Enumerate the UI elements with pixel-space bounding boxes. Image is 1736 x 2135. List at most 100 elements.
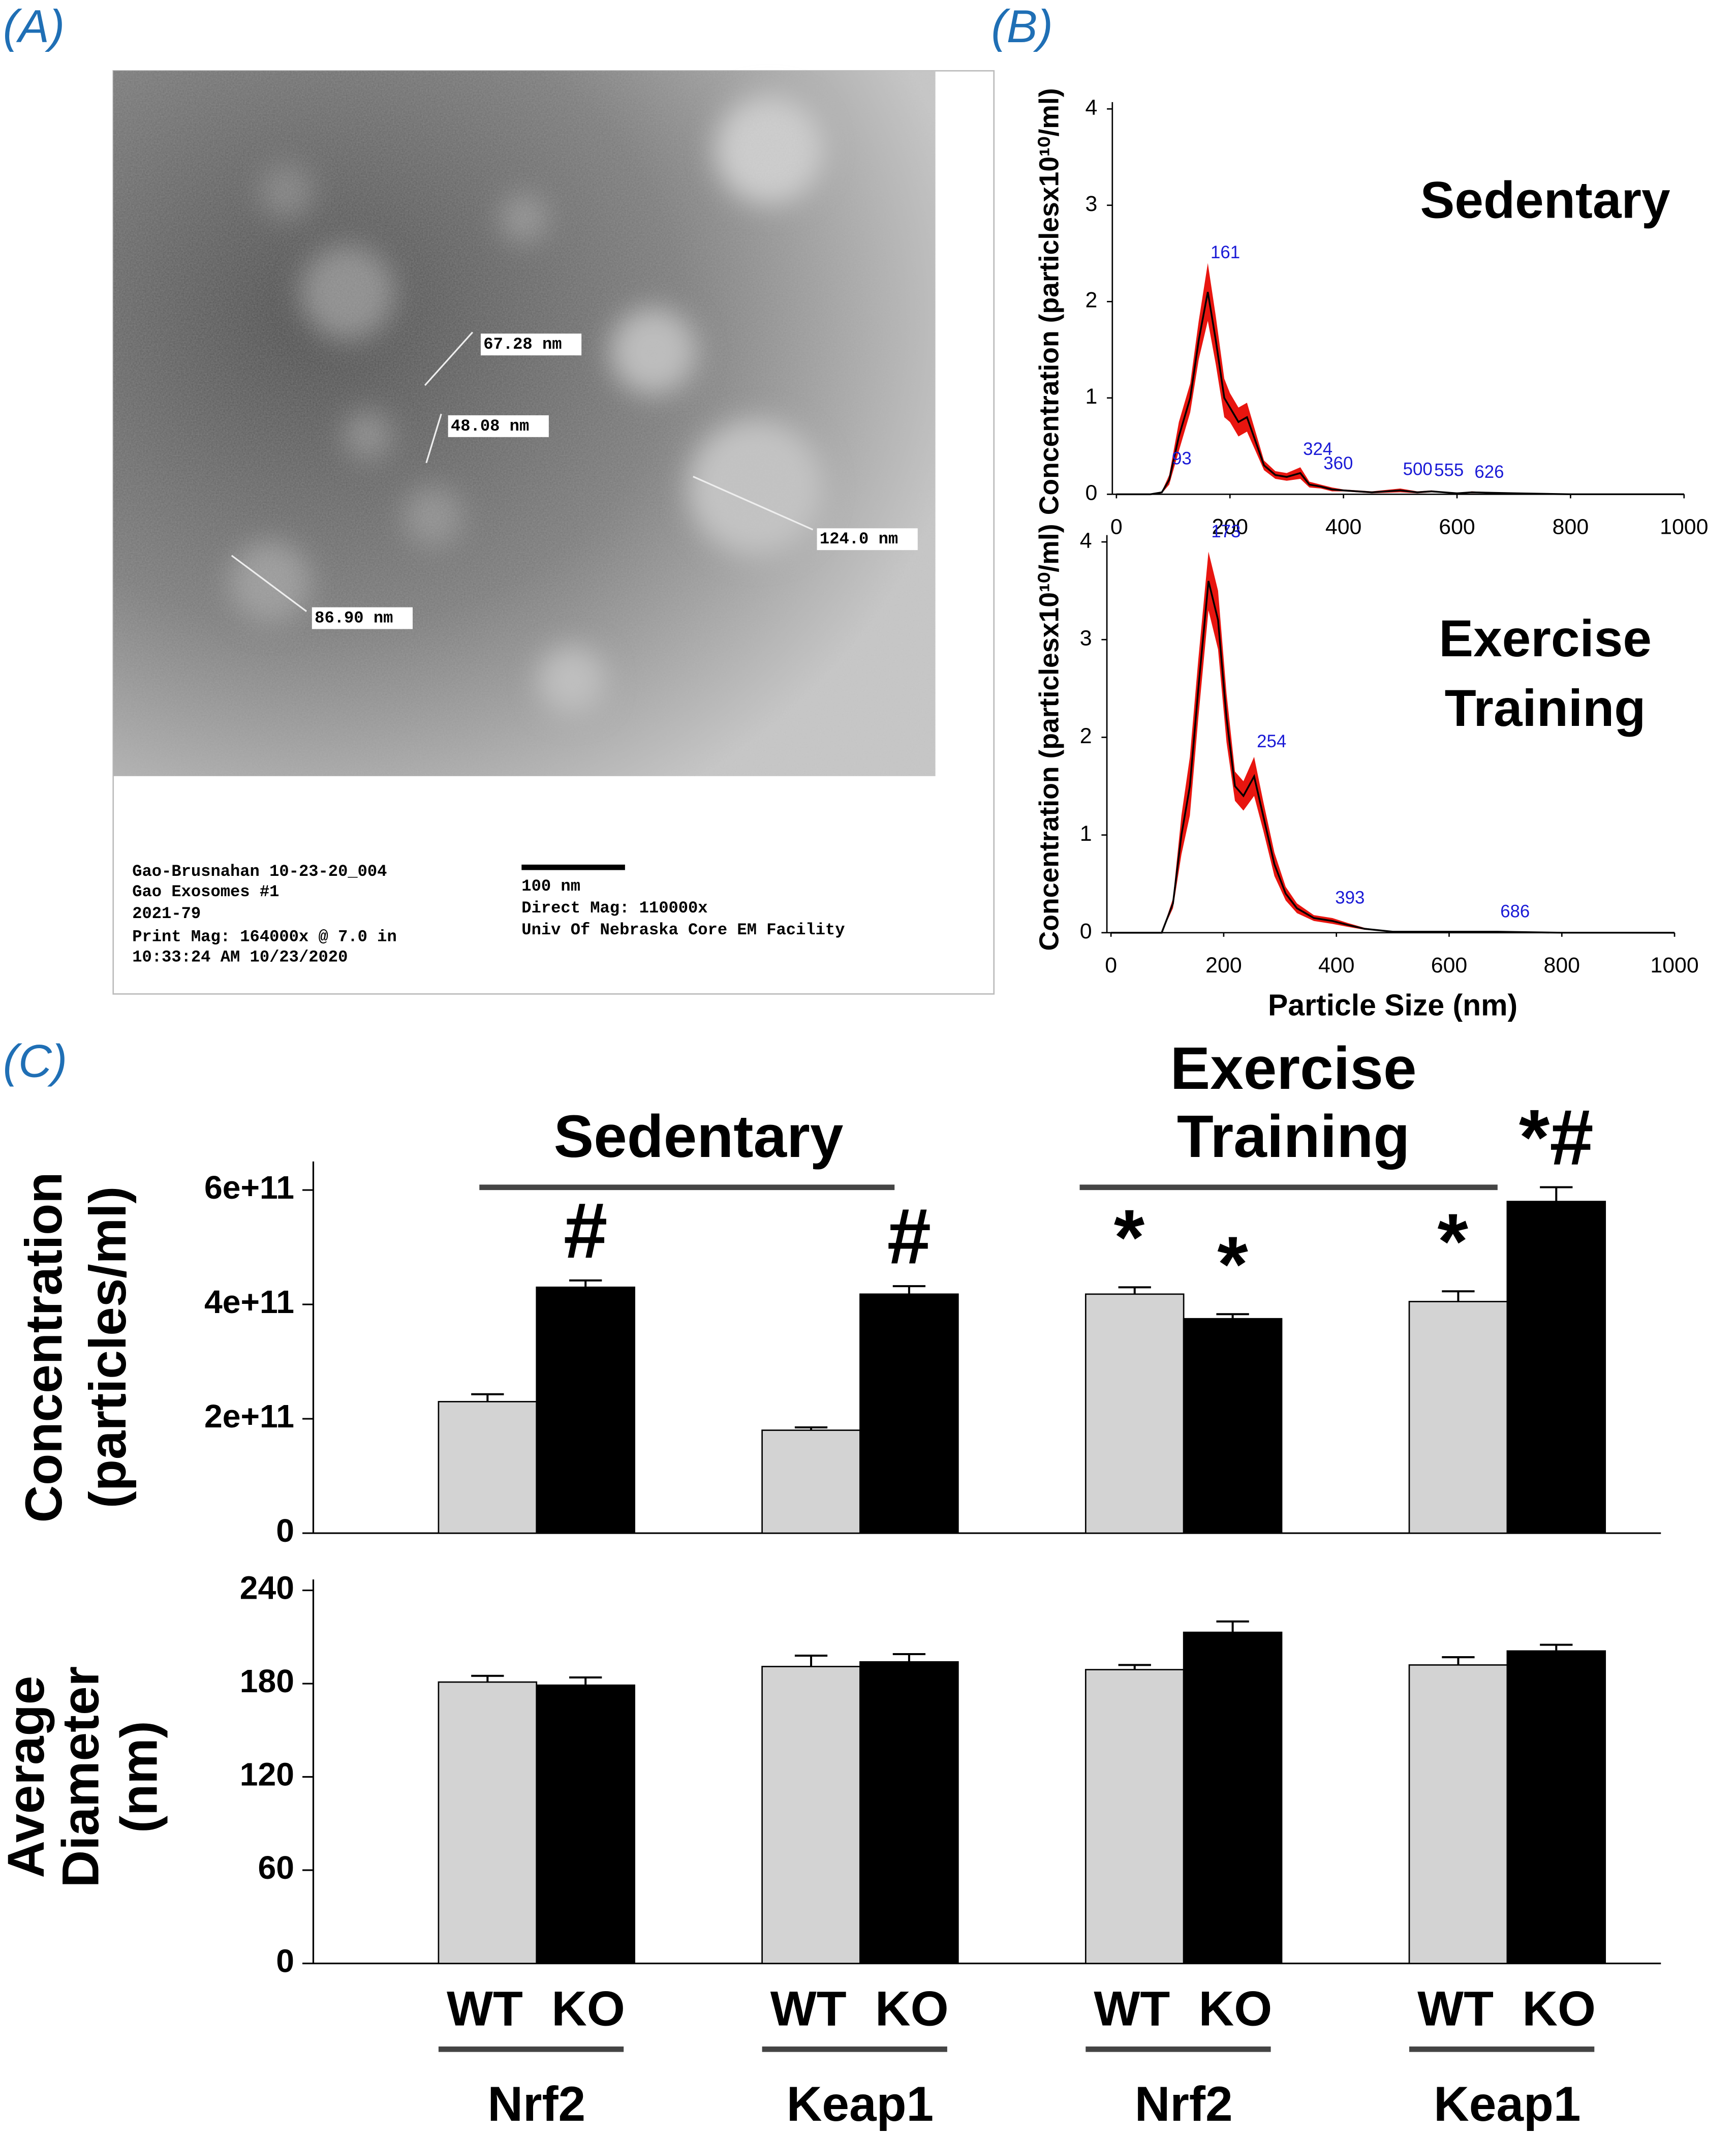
caption: 100 nm bbox=[521, 877, 580, 896]
error-bar bbox=[471, 1674, 504, 1682]
bar bbox=[859, 1293, 959, 1534]
bar bbox=[1506, 1650, 1606, 1964]
error-bar bbox=[794, 1426, 828, 1430]
peak-label: 324 bbox=[1303, 439, 1332, 459]
error-bar bbox=[1216, 1620, 1249, 1633]
significance-mark: * bbox=[1114, 1193, 1145, 1282]
y-tick-label: 2e+11 bbox=[204, 1398, 294, 1435]
measurement: 67.28 nm bbox=[483, 335, 562, 354]
y-tick-label: 0 bbox=[1080, 919, 1092, 943]
bar bbox=[1084, 1669, 1185, 1964]
significance-mark: *# bbox=[1519, 1093, 1594, 1181]
y-tick-label: 4 bbox=[1086, 96, 1098, 120]
error-bar bbox=[1118, 1286, 1151, 1294]
bar bbox=[1506, 1201, 1606, 1534]
y-tick-label: 4 bbox=[1080, 528, 1092, 553]
peak-label: 161 bbox=[1211, 242, 1240, 262]
measurement: 86.90 nm bbox=[315, 609, 393, 628]
y-tick-label: 2 bbox=[1086, 288, 1098, 313]
x-tick-label: 200 bbox=[1205, 953, 1242, 978]
caption: Direct Mag: 110000x bbox=[521, 899, 707, 918]
peak-label: 626 bbox=[1474, 462, 1504, 482]
legend-label: KO bbox=[551, 1981, 625, 2036]
y-tick-label: 240 bbox=[240, 1570, 294, 1606]
x-tick-label: 600 bbox=[1439, 515, 1475, 539]
error-bar bbox=[569, 1279, 602, 1288]
error-band bbox=[1116, 263, 1684, 495]
legend-label: KO bbox=[1199, 1981, 1273, 2036]
group-label: Nrf2 bbox=[1135, 2077, 1233, 2131]
y-tick-label: 120 bbox=[240, 1756, 294, 1793]
bar bbox=[1408, 1664, 1508, 1964]
peak-label: 93 bbox=[1172, 449, 1192, 469]
y-tick-label: 60 bbox=[258, 1849, 294, 1886]
caption: 2021-79 bbox=[132, 904, 201, 923]
x-tick-label: 1000 bbox=[1660, 515, 1708, 539]
error-bar bbox=[1540, 1186, 1573, 1202]
y-tick-label: 1 bbox=[1080, 821, 1092, 846]
line bbox=[1111, 581, 1675, 934]
y-tick-label: 2 bbox=[1080, 724, 1092, 748]
x-tick-label: 400 bbox=[1325, 515, 1361, 539]
legend-label: KO bbox=[875, 1981, 949, 2036]
panel-label: (C) bbox=[3, 1036, 67, 1087]
error-band bbox=[1111, 552, 1675, 933]
error-bar bbox=[1118, 1664, 1151, 1670]
error-bar bbox=[794, 1655, 828, 1667]
group-label: Nrf2 bbox=[487, 2077, 585, 2131]
legend-label: KO bbox=[1522, 1981, 1596, 2036]
measure-box bbox=[448, 415, 549, 437]
significance-mark: # bbox=[564, 1186, 607, 1274]
y-tick-label: 1 bbox=[1086, 384, 1098, 409]
significance-mark: * bbox=[1217, 1220, 1248, 1308]
error-bar bbox=[1442, 1290, 1475, 1302]
bar bbox=[859, 1661, 959, 1964]
y-tick-label: 0 bbox=[276, 1942, 294, 1979]
group-label: Keap1 bbox=[1434, 2077, 1580, 2131]
significance-mark: # bbox=[887, 1192, 931, 1280]
legend-label: WT bbox=[447, 1981, 523, 2036]
bar bbox=[438, 1400, 538, 1534]
error-bar bbox=[569, 1676, 602, 1686]
x-tick-label: 800 bbox=[1553, 515, 1589, 539]
caption: Univ Of Nebraska Core EM Facility bbox=[521, 921, 845, 939]
y-axis-label: Diameter bbox=[51, 1666, 109, 1888]
peak-label: 254 bbox=[1257, 731, 1286, 751]
peak-label: 173 bbox=[1211, 522, 1241, 541]
chart-title: Training bbox=[1445, 679, 1646, 737]
measure-lines bbox=[231, 331, 814, 612]
y-axis-label: Concentration (particlesx10¹⁰/ml) bbox=[1034, 88, 1064, 515]
x-tick-label: 400 bbox=[1318, 953, 1354, 978]
caption: 10:33:24 AM 10/23/2020 bbox=[132, 948, 348, 967]
x-axis-label: Particle Size (nm) bbox=[1268, 989, 1517, 1022]
bar bbox=[536, 1286, 635, 1534]
error-bar bbox=[1540, 1643, 1573, 1651]
y-tick-label: 0 bbox=[276, 1512, 294, 1549]
peak-label: 686 bbox=[1500, 902, 1530, 922]
error-bar bbox=[892, 1285, 926, 1294]
peak-label: 555 bbox=[1434, 460, 1464, 480]
legend-label: WT bbox=[1094, 1981, 1170, 2036]
caption: Print Mag: 164000x @ 7.0 in bbox=[132, 927, 397, 946]
legend-label: WT bbox=[770, 1981, 847, 2036]
y-axis-label: Concentration bbox=[15, 1172, 73, 1523]
condition-label: Sedentary bbox=[554, 1103, 844, 1170]
significance-mark: * bbox=[1437, 1197, 1468, 1286]
y-tick-label: 6e+11 bbox=[204, 1169, 294, 1206]
bar bbox=[761, 1666, 861, 1964]
peak-label: 500 bbox=[1403, 460, 1433, 479]
error-bar bbox=[1216, 1313, 1249, 1319]
error-bar bbox=[892, 1653, 926, 1662]
chart-title: Exercise bbox=[1439, 609, 1652, 667]
peak-label: 360 bbox=[1323, 453, 1353, 473]
measure-box bbox=[817, 528, 918, 551]
y-tick-label: 3 bbox=[1086, 192, 1098, 216]
y-axis-label: (nm) bbox=[110, 1721, 168, 1833]
panel-label: (A) bbox=[3, 1, 65, 52]
bar bbox=[536, 1684, 635, 1964]
error-bar bbox=[1442, 1656, 1475, 1665]
chart-title: Sedentary bbox=[1420, 171, 1670, 229]
y-axis-label: Concentration (particlesx10¹⁰/ml) bbox=[1034, 524, 1064, 951]
